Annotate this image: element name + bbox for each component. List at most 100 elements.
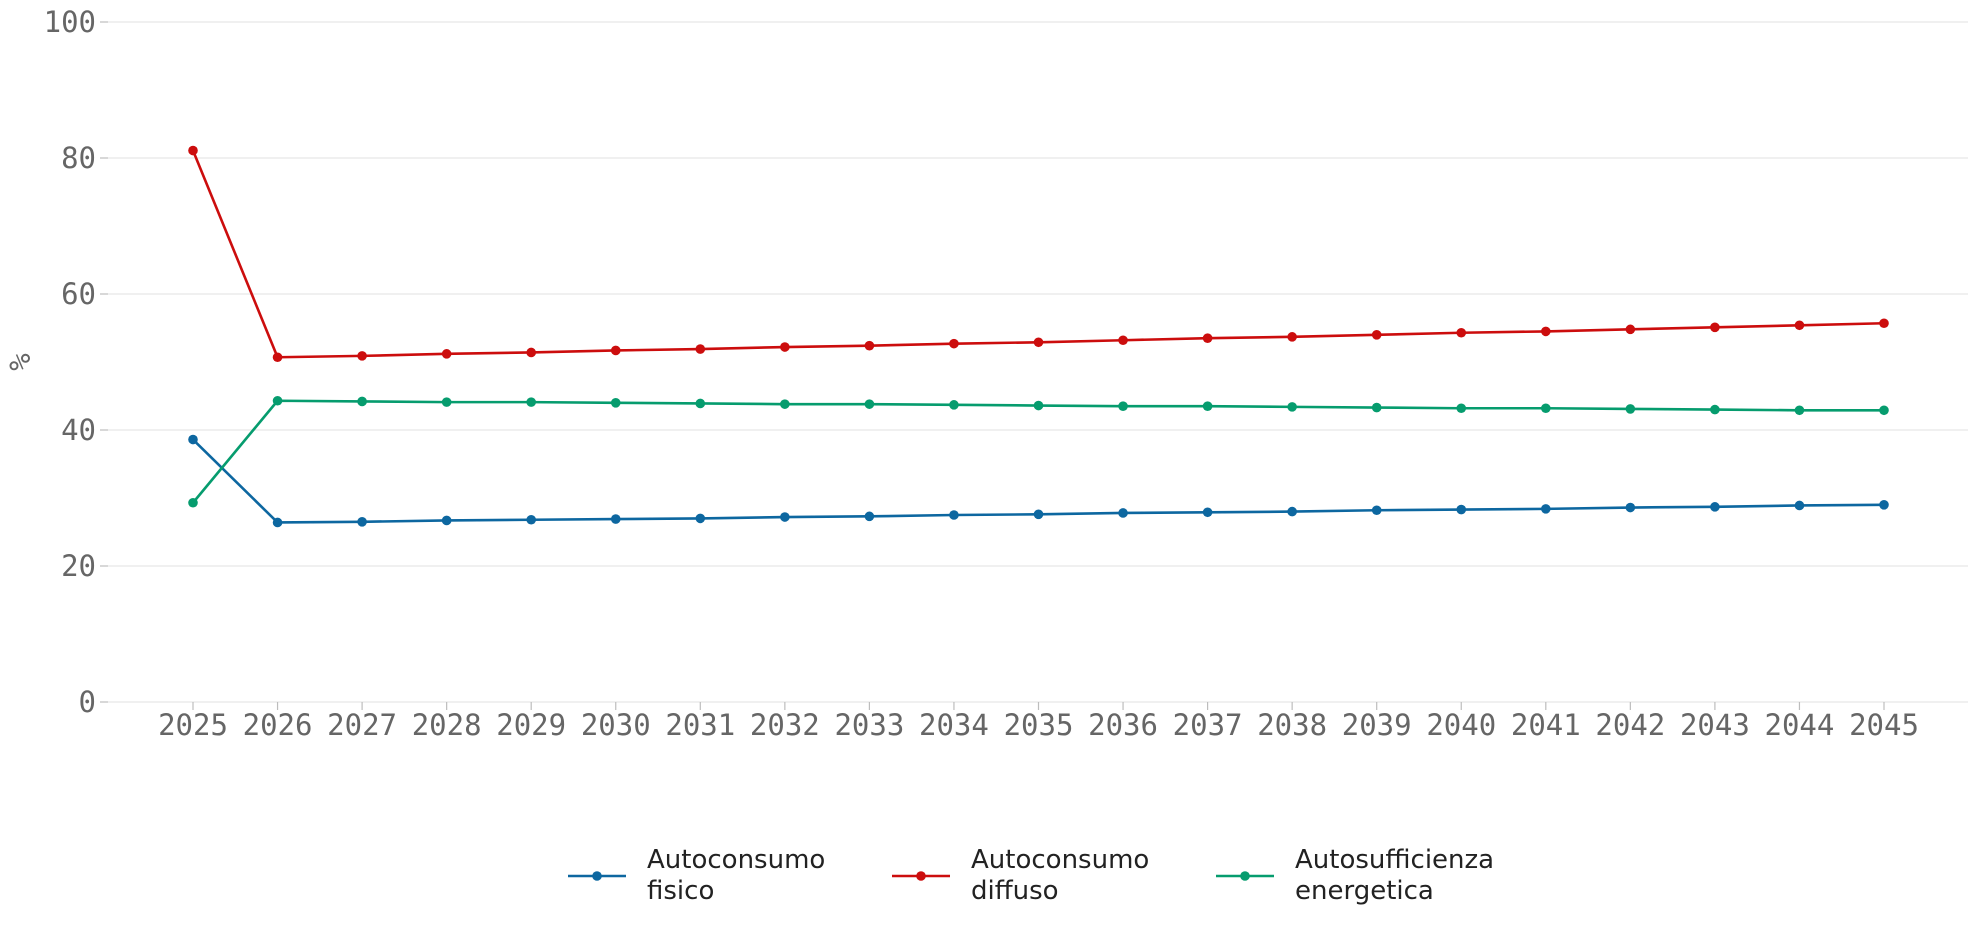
data-point bbox=[1287, 506, 1297, 517]
data-point bbox=[610, 514, 621, 524]
data-point bbox=[695, 398, 706, 409]
data-point bbox=[526, 347, 536, 358]
legend-label-line: diffuso bbox=[971, 876, 1059, 906]
series-line-autosufficienza-energetica bbox=[191, 399, 1884, 504]
data-point bbox=[695, 513, 706, 524]
series-autosufficienza-energetica bbox=[188, 395, 1889, 508]
legend-label: Autoconsumo diffuso bbox=[971, 845, 1149, 906]
data-point bbox=[1033, 337, 1044, 348]
y-tick-label: 40 bbox=[61, 413, 96, 447]
y-tick-label: 100 bbox=[44, 5, 96, 39]
x-tick-label: 2040 bbox=[1426, 708, 1496, 742]
legend-label-line: Autosufficienza bbox=[1295, 845, 1494, 875]
data-point bbox=[1456, 403, 1467, 414]
data-point bbox=[864, 399, 875, 409]
y-tick-label: 20 bbox=[61, 549, 96, 583]
data-point bbox=[1202, 507, 1213, 518]
legend-label: Autoconsumo fisico bbox=[647, 845, 825, 906]
data-point bbox=[526, 514, 536, 525]
x-tick-label: 2028 bbox=[412, 708, 482, 742]
legend-label-line: Autoconsumo bbox=[647, 845, 825, 875]
data-point bbox=[357, 517, 367, 527]
data-point bbox=[1541, 504, 1551, 514]
data-point bbox=[272, 517, 283, 528]
data-point bbox=[1118, 335, 1128, 346]
data-point bbox=[1625, 404, 1636, 414]
data-point bbox=[780, 399, 790, 409]
data-point bbox=[1879, 318, 1889, 329]
x-tick-label: 2034 bbox=[919, 708, 989, 742]
x-tick-label: 2042 bbox=[1595, 708, 1665, 742]
x-tick-label: 2027 bbox=[327, 708, 397, 742]
data-point bbox=[1371, 330, 1382, 340]
data-point bbox=[1879, 500, 1889, 510]
x-tick-label: 2039 bbox=[1342, 708, 1412, 742]
data-point bbox=[780, 512, 790, 522]
data-point bbox=[1625, 324, 1636, 335]
legend-swatch-marker bbox=[592, 871, 602, 881]
data-point bbox=[949, 400, 959, 410]
data-point bbox=[357, 396, 367, 407]
x-tick-label: 2044 bbox=[1765, 708, 1835, 742]
series-autoconsumo-fisico bbox=[188, 434, 1889, 528]
data-point bbox=[1033, 509, 1044, 520]
data-point bbox=[1625, 502, 1636, 513]
data-point bbox=[864, 340, 875, 351]
legend-swatch-marker bbox=[916, 871, 926, 881]
data-point bbox=[1710, 322, 1720, 333]
x-tick-label: 2030 bbox=[581, 708, 651, 742]
legend-item-autosufficienza-energetica: Autosufficienza energetica bbox=[1216, 845, 1494, 906]
legend-item-autoconsumo-diffuso: Autoconsumo diffuso bbox=[892, 845, 1149, 906]
data-point bbox=[188, 434, 198, 445]
x-tick-label: 2045 bbox=[1849, 708, 1919, 742]
data-point bbox=[1118, 401, 1128, 412]
data-point bbox=[441, 397, 452, 407]
legend-label-line: energetica bbox=[1295, 876, 1434, 906]
legend-label: Autosufficienza energetica bbox=[1295, 845, 1494, 906]
data-point bbox=[1202, 333, 1213, 344]
data-point bbox=[188, 497, 198, 508]
x-tick-label: 2041 bbox=[1511, 708, 1581, 742]
data-point bbox=[188, 145, 198, 156]
data-point bbox=[1287, 332, 1297, 342]
data-point bbox=[949, 338, 959, 349]
data-point bbox=[1371, 402, 1382, 413]
data-point bbox=[1879, 405, 1889, 416]
legend-label-line: fisico bbox=[647, 876, 714, 906]
data-point bbox=[441, 515, 452, 526]
x-tick-label: 2029 bbox=[496, 708, 566, 742]
x-tick-label: 2036 bbox=[1088, 708, 1158, 742]
gridlines bbox=[108, 21, 1968, 703]
data-point bbox=[780, 342, 790, 352]
legend-label-line: Autoconsumo bbox=[971, 845, 1149, 875]
legend-item-autoconsumo-fisico: Autoconsumo fisico bbox=[568, 845, 825, 906]
y-axis-title: % bbox=[3, 353, 37, 370]
data-point bbox=[1202, 401, 1213, 412]
data-point bbox=[610, 345, 621, 356]
data-point bbox=[1794, 320, 1805, 331]
data-point bbox=[1033, 400, 1044, 411]
data-point bbox=[1794, 405, 1805, 416]
x-tick-label: 2037 bbox=[1173, 708, 1243, 742]
data-point bbox=[1371, 505, 1382, 516]
x-tick-label: 2035 bbox=[1004, 708, 1074, 742]
data-point bbox=[610, 398, 621, 408]
data-point bbox=[357, 351, 367, 361]
x-tick-label: 2038 bbox=[1257, 708, 1327, 742]
x-tick-label: 2043 bbox=[1680, 708, 1750, 742]
data-point bbox=[1456, 504, 1467, 515]
y-tick-label: 80 bbox=[61, 141, 96, 175]
data-point bbox=[1710, 502, 1720, 512]
y-axis: 0 20 40 60 80 100 bbox=[44, 5, 108, 719]
data-point bbox=[526, 397, 536, 407]
data-point bbox=[695, 344, 706, 354]
x-tick-label: 2026 bbox=[243, 708, 313, 742]
y-tick-label: 60 bbox=[61, 277, 96, 311]
data-point bbox=[864, 511, 875, 522]
data-point bbox=[1541, 403, 1551, 414]
data-point bbox=[1794, 500, 1805, 511]
x-tick-label: 2032 bbox=[750, 708, 820, 742]
data-point bbox=[1710, 404, 1720, 415]
